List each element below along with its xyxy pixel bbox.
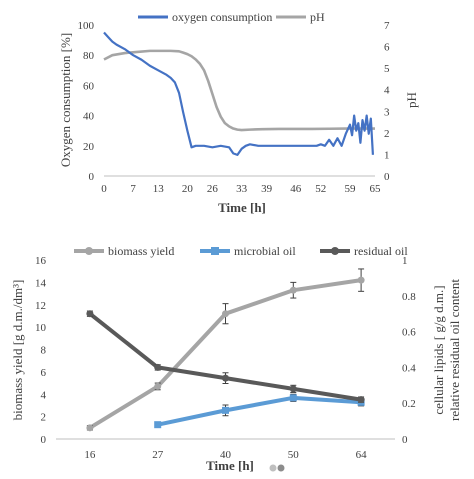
y-left-tick-label: 100 — [78, 20, 95, 32]
residual-oil-series-line — [87, 311, 364, 402]
chart2-y-left-tick-labels: 0 2 4 6 8 10 12 14 16 — [35, 255, 47, 446]
chart1-x-axis-title: Time [h] — [218, 200, 266, 215]
chart2-decorative-dots — [269, 464, 285, 472]
biomass-yield-point — [86, 424, 94, 432]
y-right-tick-label: 1 — [384, 149, 390, 161]
x-tick-label: 26 — [207, 183, 219, 195]
chart2-series — [86, 268, 365, 432]
x-tick-label: 20 — [182, 183, 194, 195]
x-tick-label: 0 — [101, 183, 107, 195]
chart2-y-right-axis-title-2: relative residual oil content — [447, 279, 462, 421]
y-left-tick-label: 8 — [41, 345, 47, 357]
chart1-y-left-axis-title: Oxygen consumption [%] — [58, 33, 73, 167]
chart1-y-right-axis-title: pH — [404, 92, 419, 108]
y-right-tick-label: 0.8 — [402, 291, 416, 303]
biomass-yield-point — [357, 276, 365, 284]
oxygen-ph-chart: oxygen consumption pH 0 7 13 20 26 33 39 46 52 59… — [58, 10, 419, 215]
microbial-oil-series-line — [155, 395, 364, 427]
biomass-yield-point — [289, 286, 297, 294]
legend-biomass-label: biomass yield — [108, 244, 174, 258]
biomass-oil-chart: biomass yield microbial oil residual oil… — [10, 244, 462, 473]
y-left-tick-label: 80 — [83, 50, 95, 62]
residual-oil-point — [222, 374, 229, 382]
microbial-oil-point — [289, 394, 297, 402]
x-tick-label: 13 — [153, 183, 165, 195]
chart2-x-axis-title: Time [h] — [206, 458, 254, 473]
chart2-y-right-axis-title-1: cellular lipids [ g/g d.m.] — [431, 285, 446, 414]
chart2-y-left-axis-title: biomass yield [g d.m./dm³] — [10, 280, 25, 421]
microbial-oil-point — [222, 406, 229, 414]
y-right-tick-label: 6 — [384, 42, 390, 54]
biomass-yield-point — [222, 310, 229, 318]
y-right-tick-label: 0 — [384, 171, 390, 183]
y-right-tick-label: 2 — [384, 128, 390, 140]
chart1-series — [103, 31, 375, 156]
y-left-tick-label: 0 — [41, 434, 47, 446]
y-left-tick-label: 4 — [41, 389, 47, 401]
y-left-tick-label: 60 — [83, 80, 95, 92]
x-tick-label: 33 — [236, 183, 248, 195]
x-tick-label: 52 — [315, 183, 326, 195]
residual-oil-point — [357, 396, 365, 404]
chart1-x-tick-labels: 0 7 13 20 26 33 39 46 52 59 65 — [101, 183, 381, 195]
y-right-tick-label: 0 — [402, 434, 408, 446]
biomass-yield-point — [154, 382, 162, 390]
ph-series-line — [103, 49, 375, 132]
x-tick-label: 65 — [370, 183, 382, 195]
y-left-tick-label: 16 — [35, 255, 47, 267]
y-left-tick-label: 20 — [83, 141, 95, 153]
x-tick-label: 27 — [152, 449, 164, 461]
x-tick-label: 59 — [344, 183, 356, 195]
y-left-tick-label: 12 — [35, 300, 46, 312]
y-left-tick-label: 2 — [41, 412, 47, 424]
chart1-y-left-tick-labels: 0 20 40 60 80 100 — [78, 20, 95, 183]
y-left-tick-label: 14 — [35, 277, 47, 289]
y-left-tick-label: 6 — [41, 367, 47, 379]
legend-biomass-marker — [85, 247, 93, 255]
chart2-x-tick-labels: 16 27 40 50 64 — [84, 449, 367, 461]
residual-oil-point — [154, 363, 162, 371]
y-left-tick-label: 0 — [89, 171, 95, 183]
residual-oil-point — [86, 310, 94, 318]
x-tick-label: 46 — [290, 183, 302, 195]
y-right-tick-label: 7 — [384, 20, 390, 32]
x-tick-label: 50 — [288, 449, 300, 461]
legend-residual-oil-label: residual oil — [354, 244, 408, 258]
residual-oil-point — [289, 385, 297, 393]
y-right-tick-label: 1 — [402, 255, 408, 267]
y-right-tick-label: 0.2 — [402, 398, 416, 410]
microbial-oil-point — [154, 421, 162, 429]
x-tick-label: 7 — [130, 183, 136, 195]
legend-residual-oil-marker — [331, 247, 339, 255]
x-tick-label: 40 — [220, 449, 232, 461]
chart1-y-right-tick-labels: 0 1 2 3 4 5 6 7 — [384, 20, 390, 183]
legend-ph-label: pH — [310, 10, 325, 24]
y-right-tick-label: 3 — [384, 106, 390, 118]
x-tick-label: 16 — [84, 449, 96, 461]
chart2-legend: biomass yield microbial oil residual oil — [74, 244, 408, 258]
y-right-tick-label: 0.4 — [402, 362, 416, 374]
legend-microbial-oil-label: microbial oil — [234, 244, 296, 258]
oxygen-consumption-series-line — [103, 31, 375, 156]
y-right-tick-label: 5 — [384, 63, 390, 75]
y-left-tick-label: 10 — [35, 322, 47, 334]
legend-microbial-oil-marker — [211, 247, 219, 255]
y-left-tick-label: 40 — [83, 111, 95, 123]
y-right-tick-label: 4 — [384, 85, 390, 97]
chart2-y-right-tick-labels: 0 0.2 0.4 0.6 0.8 1 — [402, 255, 416, 446]
y-right-tick-label: 0.6 — [402, 327, 416, 339]
chart1-legend: oxygen consumption pH — [138, 10, 325, 24]
x-tick-label: 64 — [356, 449, 368, 461]
x-tick-label: 39 — [261, 183, 273, 195]
legend-oxygen-label: oxygen consumption — [172, 10, 272, 24]
